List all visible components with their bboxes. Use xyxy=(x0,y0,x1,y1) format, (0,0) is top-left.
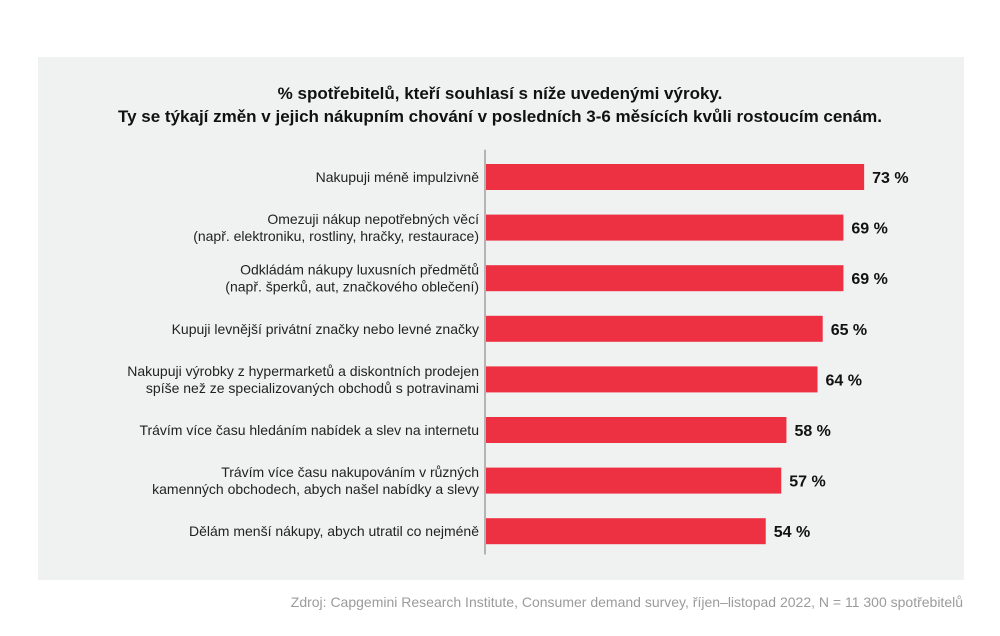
category-label-1-0: Omezuji nákup nepotřebných věcí xyxy=(267,211,479,227)
chart-title-line-2: Ty se týkají změn v jejich nákupním chov… xyxy=(117,107,882,126)
bar-1 xyxy=(486,214,844,241)
value-label-7: 54 % xyxy=(774,524,810,541)
chart-title: % spotřebitelů, kteří souhlasí s níže uv… xyxy=(0,82,1000,128)
category-label-1-1: (např. elektroniku, rostliny, hračky, re… xyxy=(193,228,479,244)
bar-7 xyxy=(486,518,766,545)
bar-5 xyxy=(486,417,787,443)
value-label-3: 65 % xyxy=(831,322,867,339)
source-note: Zdroj: Capgemini Research Institute, Con… xyxy=(290,594,963,610)
chart-title-line-1: % spotřebitelů, kteří souhlasí s níže uv… xyxy=(277,84,723,103)
category-label-6-1: kamenných obchodech, abych našel nabídky… xyxy=(152,481,479,497)
category-label-0-0: Nakupuji méně impulzivně xyxy=(316,169,480,185)
category-label-4-1: spíše než ze specializovaných obchodů s … xyxy=(146,380,479,396)
bar-3 xyxy=(486,315,823,342)
value-label-1: 69 % xyxy=(851,221,887,238)
value-label-5: 58 % xyxy=(794,423,830,440)
value-label-0: 73 % xyxy=(872,170,908,187)
value-label-6: 57 % xyxy=(789,474,825,491)
bar-2 xyxy=(486,265,844,292)
category-label-3-0: Kupuji levnější privátní značky nebo lev… xyxy=(172,321,479,337)
category-label-6-0: Trávím více času nakupováním v různých xyxy=(221,464,479,480)
bar-6 xyxy=(486,467,782,494)
bar-0 xyxy=(486,164,865,190)
category-label-7-0: Dělám menší nákupy, abych utratil co nej… xyxy=(189,523,479,539)
category-label-5-0: Trávím více času hledáním nabídek a slev… xyxy=(139,422,479,438)
category-label-2-0: Odkládám nákupy luxusních předmětů xyxy=(240,262,479,278)
bar-4 xyxy=(486,366,818,393)
category-label-2-1: (např. šperků, aut, značkového oblečení) xyxy=(225,279,479,295)
value-label-2: 69 % xyxy=(851,271,887,288)
value-label-4: 64 % xyxy=(826,372,862,389)
category-label-4-0: Nakupuji výrobky z hypermarketů a diskon… xyxy=(127,363,479,379)
